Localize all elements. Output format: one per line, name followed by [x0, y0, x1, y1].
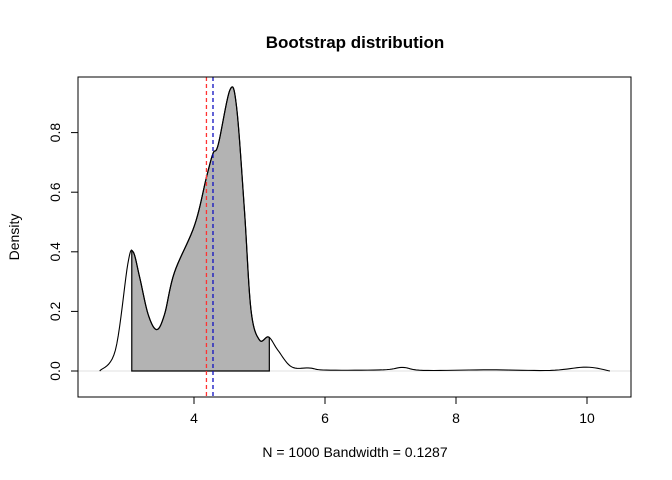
- density-curve: [99, 86, 611, 372]
- y-tick-label: 0.2: [47, 301, 63, 321]
- y-tick-label: 0.8: [47, 123, 63, 143]
- shaded-interval-area: [131, 86, 270, 372]
- y-axis-label: Density: [6, 214, 22, 261]
- x-tick-label: 6: [321, 410, 329, 426]
- x-tick-label: 4: [190, 410, 198, 426]
- y-tick-label: 0.6: [47, 182, 63, 202]
- y-tick-label: 0.0: [47, 361, 63, 381]
- x-tick-label: 10: [579, 410, 595, 426]
- x-axis-label: N = 1000 Bandwidth = 0.1287: [262, 444, 447, 460]
- chart-title: Bootstrap distribution: [266, 33, 444, 52]
- y-tick-label: 0.4: [47, 242, 63, 262]
- x-tick-label: 8: [452, 410, 460, 426]
